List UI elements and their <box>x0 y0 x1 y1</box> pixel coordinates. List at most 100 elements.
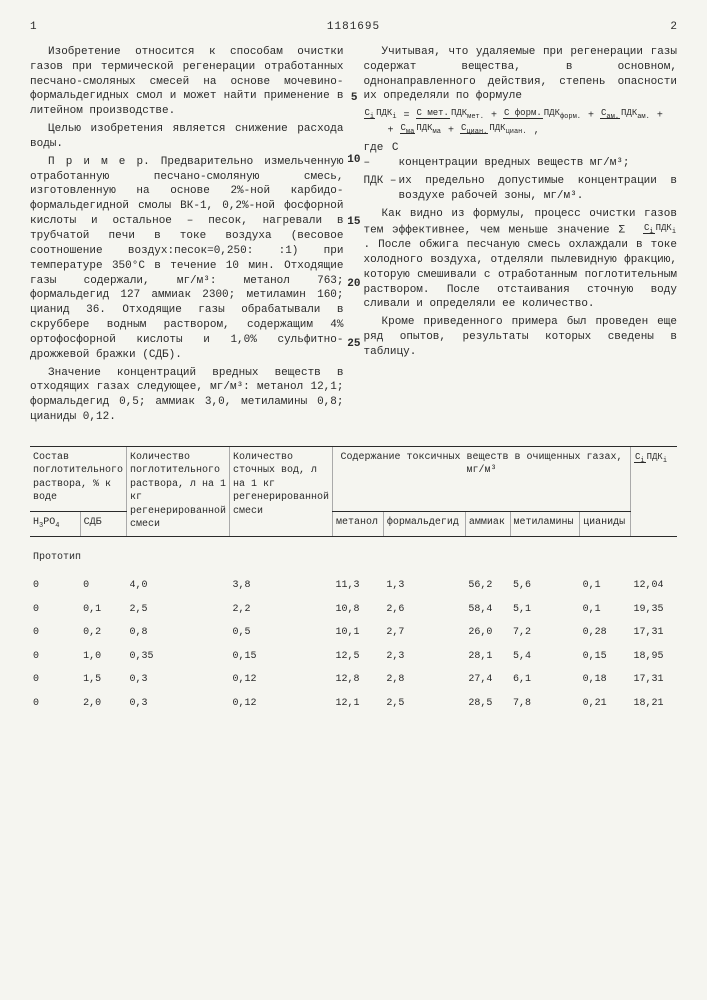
left-column: Изобретение относится к способам очистки… <box>30 45 344 428</box>
table-row: 004,03,811,31,356,25,60,112,04 <box>30 574 677 598</box>
th-solution-qty: Количество поглотительного раствора, л н… <box>127 446 230 536</box>
page-num-left: 1 <box>30 20 37 35</box>
table-cell: 27,4 <box>465 668 510 692</box>
concentrations-paragraph: Значение концентраций вредных веществ в … <box>30 366 344 425</box>
table-cell: 1,0 <box>80 645 126 669</box>
table-row: 00,20,80,510,12,726,07,20,2817,31 <box>30 621 677 645</box>
table-cell: 11,3 <box>333 574 384 598</box>
table-cell: 0,21 <box>580 692 631 716</box>
document-id: 1181695 <box>327 20 380 35</box>
table-cell: 5,4 <box>510 645 580 669</box>
table-cell: 17,31 <box>631 668 678 692</box>
intro-paragraph: Изобретение относится к способам очистки… <box>30 45 344 119</box>
table-cell: 0,1 <box>580 574 631 598</box>
right-column: Учитывая, что удаляемые при регенерации … <box>364 45 678 428</box>
purpose-paragraph: Целью изобретения является снижение расх… <box>30 122 344 152</box>
page-num-right: 2 <box>670 20 677 35</box>
table-cell: 2,5 <box>127 598 230 622</box>
example-paragraph: П р и м е р. Предварительно измельченную… <box>30 155 344 363</box>
table-cell: 17,31 <box>631 621 678 645</box>
table-row: 00,12,52,210,82,658,45,10,119,35 <box>30 598 677 622</box>
formula-definitions: где С –концентрации вредных веществ мг/м… <box>364 141 678 203</box>
table-row: 02,00,30,1212,12,528,57,80,2118,21 <box>30 692 677 716</box>
table-cell: 0 <box>80 574 126 598</box>
table-cell: 12,1 <box>333 692 384 716</box>
table-cell: 0 <box>30 598 80 622</box>
margin-line-10: 10 <box>347 153 360 168</box>
table-cell: 2,8 <box>383 668 465 692</box>
table-cell: 0,15 <box>230 645 333 669</box>
table-cell: 0,15 <box>580 645 631 669</box>
table-cell: 0,3 <box>127 692 230 716</box>
table-cell: 12,04 <box>631 574 678 598</box>
table-cell: 0,2 <box>80 621 126 645</box>
table-cell: 10,8 <box>333 598 384 622</box>
th-methanol: метанол <box>333 511 384 536</box>
table-cell: 7,8 <box>510 692 580 716</box>
table-cell: 2,5 <box>383 692 465 716</box>
additional-experiments: Кроме приведенного примера был проведен … <box>364 315 678 360</box>
table-cell: 0 <box>30 621 80 645</box>
table-cell: 5,6 <box>510 574 580 598</box>
page-header: 1 1181695 2 <box>30 20 677 35</box>
th-cyanides: цианиды <box>580 511 631 536</box>
table-cell: 3,8 <box>230 574 333 598</box>
table-cell: 7,2 <box>510 621 580 645</box>
table-cell: 2,6 <box>383 598 465 622</box>
efficiency-paragraph: Как видно из формулы, процесс очистки га… <box>364 207 678 312</box>
table-cell: 0,1 <box>580 598 631 622</box>
th-formaldehyde: формальдегид <box>383 511 465 536</box>
prototype-row: Прототип <box>30 536 677 574</box>
hazard-formula: CiПДКi = C мет.ПДКмет. + С форм.ПДКформ.… <box>364 108 678 137</box>
th-h3po4: H3PO4 <box>30 511 80 536</box>
table-cell: 28,5 <box>465 692 510 716</box>
margin-line-15: 15 <box>347 215 360 230</box>
th-toxic-group: Содержание токсичных веществ в очищенных… <box>333 446 631 511</box>
table-cell: 1,5 <box>80 668 126 692</box>
table-cell: 18,95 <box>631 645 678 669</box>
def-c: концентрации вредных веществ мг/м³; <box>399 157 630 169</box>
margin-line-25: 25 <box>347 337 360 352</box>
table-body: Прототип 004,03,811,31,356,25,60,112,040… <box>30 536 677 715</box>
table-cell: 0,8 <box>127 621 230 645</box>
table-cell: 12,8 <box>333 668 384 692</box>
table-cell: 2,2 <box>230 598 333 622</box>
table-cell: 0,3 <box>127 668 230 692</box>
table-cell: 10,1 <box>333 621 384 645</box>
table-cell: 56,2 <box>465 574 510 598</box>
table-cell: 0 <box>30 645 80 669</box>
table-cell: 0 <box>30 574 80 598</box>
table-cell: 1,3 <box>383 574 465 598</box>
table-cell: 28,1 <box>465 645 510 669</box>
th-sdb: СДБ <box>80 511 126 536</box>
th-water-qty: Количество сточных вод, л на 1 кг регене… <box>230 446 333 536</box>
table-cell: 19,35 <box>631 598 678 622</box>
th-methylamines: метиламины <box>510 511 580 536</box>
table-cell: 26,0 <box>465 621 510 645</box>
table-cell: 0,1 <box>80 598 126 622</box>
table-cell: 0 <box>30 668 80 692</box>
table-cell: 2,7 <box>383 621 465 645</box>
def-pdk: их предельно допустимые концентрации в в… <box>399 175 678 202</box>
table-cell: 6,1 <box>510 668 580 692</box>
th-ratio: CiПДКi <box>631 446 678 536</box>
results-table: Состав поглотительного раствора, % к вод… <box>30 446 677 716</box>
table-cell: 0,5 <box>230 621 333 645</box>
table-row: 01,00,350,1512,52,328,15,40,1518,95 <box>30 645 677 669</box>
margin-line-5: 5 <box>351 91 358 106</box>
th-composition: Состав поглотительного раствора, % к вод… <box>30 446 127 511</box>
table-cell: 4,0 <box>127 574 230 598</box>
table-cell: 0,18 <box>580 668 631 692</box>
th-ammonia: аммиак <box>465 511 510 536</box>
table-cell: 58,4 <box>465 598 510 622</box>
table-cell: 0,12 <box>230 692 333 716</box>
table-cell: 0,28 <box>580 621 631 645</box>
table-cell: 0,12 <box>230 668 333 692</box>
prototype-label: Прототип <box>30 536 677 574</box>
table-cell: 0 <box>30 692 80 716</box>
table-cell: 0,35 <box>127 645 230 669</box>
table-cell: 18,21 <box>631 692 678 716</box>
two-column-layout: Изобретение относится к способам очистки… <box>30 45 677 428</box>
margin-line-20: 20 <box>347 277 360 292</box>
table-cell: 2,0 <box>80 692 126 716</box>
